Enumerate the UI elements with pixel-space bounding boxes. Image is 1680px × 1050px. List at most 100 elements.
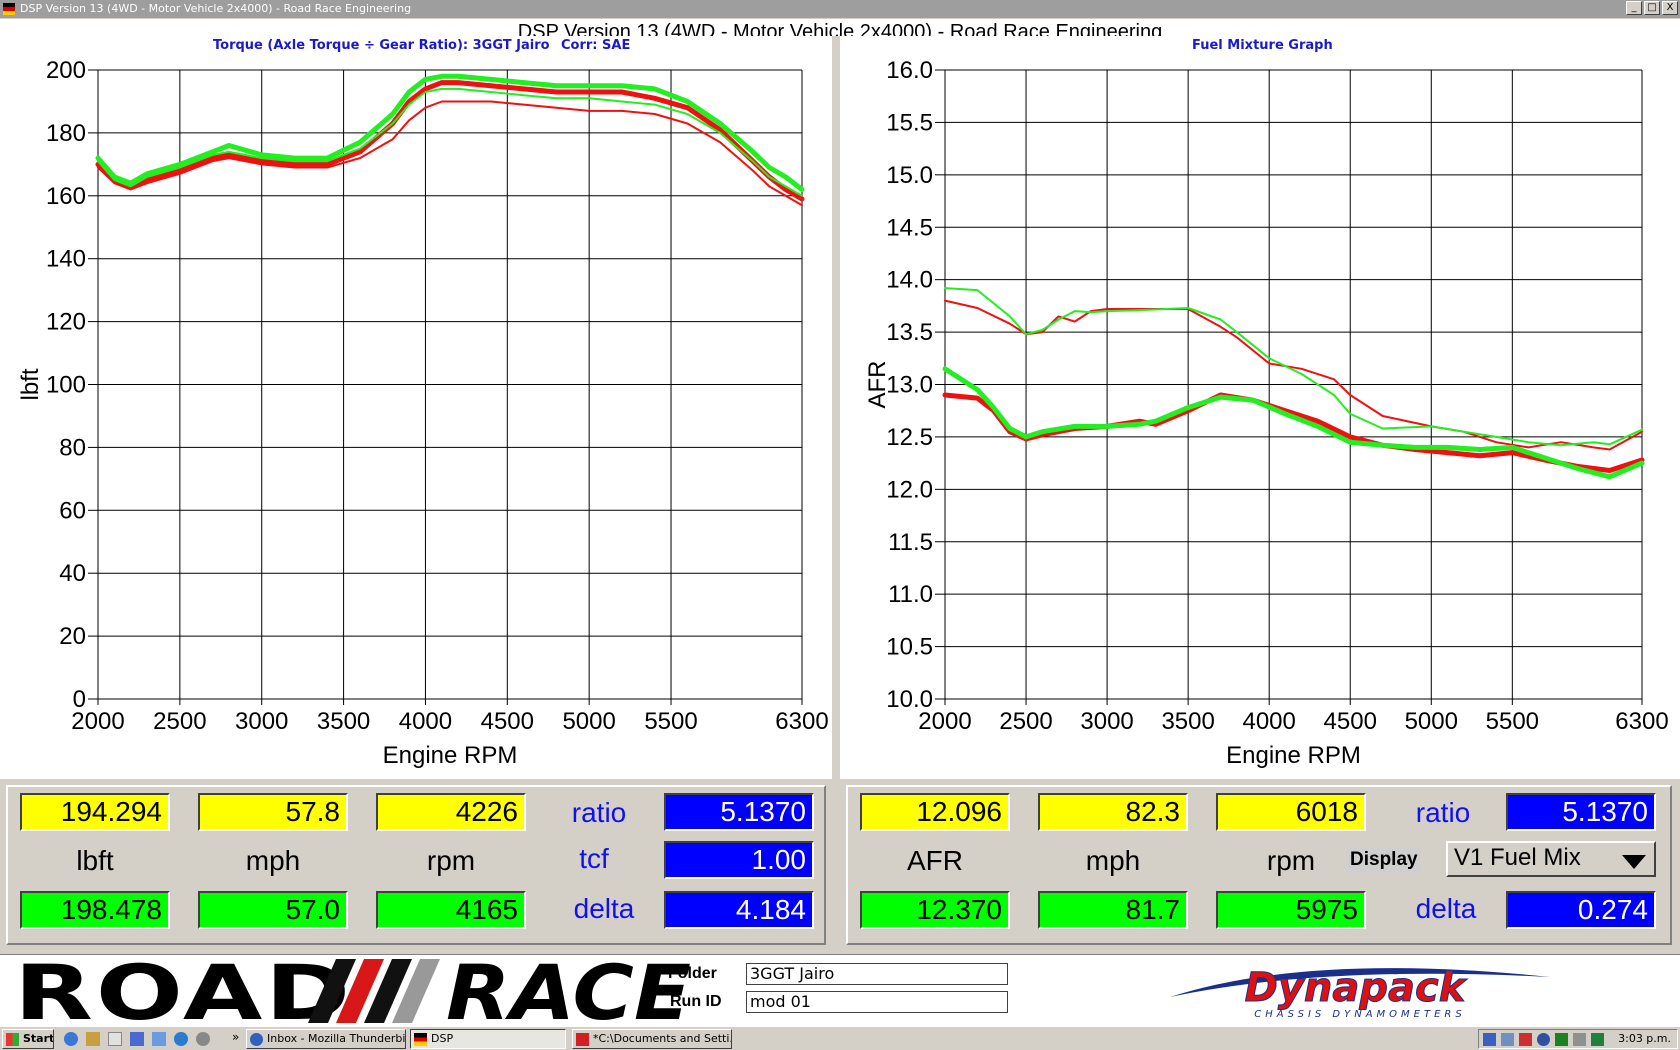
update-icon[interactable] bbox=[1591, 1033, 1604, 1046]
x-tick-label: 4500 bbox=[481, 708, 534, 735]
minimize-button[interactable]: _ bbox=[1626, 1, 1642, 15]
y-tick-label: 180 bbox=[46, 120, 86, 147]
browser-icon[interactable] bbox=[174, 1032, 188, 1046]
maximize-button[interactable]: □ bbox=[1644, 1, 1660, 15]
notepad-icon[interactable] bbox=[108, 1032, 122, 1046]
dynapack-subtitle: CHASSIS DYNAMOMETERS bbox=[1254, 1009, 1465, 1020]
x-tick-label: 4000 bbox=[1242, 708, 1295, 735]
desktop-icon[interactable] bbox=[152, 1032, 166, 1046]
y-tick-label: 12.0 bbox=[886, 476, 933, 503]
task-thunderbird-label: Inbox - Mozilla Thunderbird bbox=[267, 1032, 406, 1045]
y-tick-label: 100 bbox=[46, 372, 86, 399]
y-tick-label: 40 bbox=[59, 560, 86, 587]
readout-area: 194.294 57.8 4226 lbft mph rpm 198.478 5… bbox=[0, 779, 1680, 954]
title-bar[interactable]: DSP Version 13 (4WD - Motor Vehicle 2x40… bbox=[0, 0, 1680, 18]
dynapack-logo: Dynapack CHASSIS DYNAMOMETERS bbox=[1170, 965, 1550, 1020]
cursor-rpm-value: 4226 bbox=[376, 793, 526, 831]
task-thunderbird[interactable]: Inbox - Mozilla Thunderbird bbox=[246, 1029, 406, 1049]
y-tick-label: 20 bbox=[59, 623, 86, 650]
right-readout-group: 12.096 82.3 6018 AFR mph rpm 12.370 81.7… bbox=[846, 785, 1672, 945]
cursor-torque-value: 194.294 bbox=[20, 793, 170, 831]
peak-torque-value: 198.478 bbox=[20, 891, 170, 929]
ratio-label: ratio bbox=[571, 797, 627, 828]
thunderbird-icon bbox=[250, 1033, 263, 1046]
explorer-icon[interactable] bbox=[86, 1032, 100, 1046]
cursor-rpm-value-right: 6018 bbox=[1216, 793, 1366, 831]
y-tick-label: 13.5 bbox=[886, 319, 933, 346]
start-label: Start bbox=[23, 1032, 54, 1045]
y-tick-label: 14.0 bbox=[886, 267, 933, 294]
x-tick-label: 3500 bbox=[317, 708, 370, 735]
mph-unit-label: mph bbox=[245, 845, 301, 876]
y-tick-label: 12.5 bbox=[886, 424, 933, 451]
ratio-label-right: ratio bbox=[1415, 797, 1471, 828]
y-axis-label: AFR bbox=[864, 361, 891, 409]
network-icon[interactable] bbox=[1483, 1033, 1496, 1046]
roadrace-logo-race: RACE bbox=[446, 948, 691, 1037]
y-tick-label: 15.0 bbox=[886, 162, 933, 189]
folder-field[interactable]: 3GGT Jairo bbox=[746, 963, 1008, 985]
x-tick-label: 2000 bbox=[918, 708, 971, 735]
delta-value-right: 0.274 bbox=[1506, 891, 1656, 929]
series-line-1 bbox=[944, 287, 1643, 447]
windows-logo-icon bbox=[6, 1033, 19, 1046]
torque-chart-corr: Corr: SAE bbox=[561, 38, 631, 53]
y-tick-label: 16.0 bbox=[886, 57, 933, 84]
messenger-icon[interactable] bbox=[1537, 1033, 1550, 1046]
y-tick-label: 0 bbox=[73, 686, 86, 713]
runid-field[interactable]: mod 01 bbox=[746, 991, 1008, 1013]
start-button[interactable]: Start bbox=[2, 1029, 54, 1049]
quicklaunch-chevron[interactable]: » bbox=[232, 1030, 240, 1044]
ratio-value-right[interactable]: 5.1370 bbox=[1506, 793, 1656, 831]
ratio-value[interactable]: 5.1370 bbox=[664, 793, 814, 831]
y-tick-label: 13.0 bbox=[886, 372, 933, 399]
x-tick-label: 6300 bbox=[1615, 708, 1668, 735]
torque-chart-panel: Torque (Axle Torque ÷ Gear Ratio): 3GGT … bbox=[0, 36, 832, 779]
x-tick-label: 2500 bbox=[153, 708, 206, 735]
peak-rpm-value-right: 5975 bbox=[1216, 891, 1366, 929]
x-tick-label: 3000 bbox=[1080, 708, 1133, 735]
security-icon[interactable] bbox=[1519, 1033, 1532, 1046]
word-icon[interactable] bbox=[130, 1032, 144, 1046]
ie-icon[interactable] bbox=[64, 1032, 78, 1046]
close-button[interactable]: X bbox=[1662, 1, 1678, 15]
task-dsp[interactable]: DSP bbox=[410, 1029, 566, 1049]
y-tick-label: 10.5 bbox=[886, 634, 933, 661]
x-tick-label: 3000 bbox=[235, 708, 288, 735]
delta-label: delta bbox=[573, 893, 635, 924]
dsp-icon bbox=[414, 1033, 427, 1046]
cursor-mph-value-right: 82.3 bbox=[1038, 793, 1188, 831]
x-axis-label: Engine RPM bbox=[383, 742, 518, 769]
y-tick-label: 10.0 bbox=[886, 686, 933, 713]
tcf-value[interactable]: 1.00 bbox=[664, 841, 814, 879]
y-axis-label: lbft bbox=[17, 368, 44, 400]
y-tick-label: 160 bbox=[46, 183, 86, 210]
y-tick-label: 80 bbox=[59, 434, 86, 461]
y-tick-label: 15.5 bbox=[886, 109, 933, 136]
tcf-label: tcf bbox=[579, 843, 609, 874]
display-select[interactable]: V1 Fuel Mix bbox=[1446, 841, 1656, 877]
app-star-icon bbox=[576, 1033, 589, 1046]
delta-value: 4.184 bbox=[664, 891, 814, 929]
cursor-mph-value: 57.8 bbox=[198, 793, 348, 831]
task-documents[interactable]: *C:\Documents and Setti... bbox=[572, 1029, 732, 1049]
x-axis-label: Engine RPM bbox=[1226, 742, 1361, 769]
afr-unit-label: AFR bbox=[907, 845, 963, 876]
media-icon[interactable] bbox=[196, 1032, 210, 1046]
cursor-afr-value: 12.096 bbox=[860, 793, 1010, 831]
volume-icon[interactable] bbox=[1573, 1033, 1586, 1046]
left-readout-group: 194.294 57.8 4226 lbft mph rpm 198.478 5… bbox=[6, 785, 826, 945]
peak-rpm-value: 4165 bbox=[376, 891, 526, 929]
dropdown-arrow-icon[interactable] bbox=[1622, 855, 1646, 869]
afr-chart-panel: Fuel Mixture Graph 2000 2500 3000 3500 4000 4… bbox=[840, 36, 1680, 779]
x-tick-label: 5500 bbox=[644, 708, 697, 735]
display-label: Display bbox=[1346, 847, 1422, 873]
afr-chart-caption: Fuel Mixture Graph bbox=[1192, 38, 1333, 53]
y-tick-label: 140 bbox=[46, 246, 86, 273]
rpm-unit-label: rpm bbox=[426, 845, 476, 876]
series-line-3 bbox=[95, 73, 805, 192]
tray-app-icon[interactable] bbox=[1555, 1033, 1568, 1046]
y-tick-label: 14.5 bbox=[886, 214, 933, 241]
panel-divider[interactable] bbox=[832, 36, 840, 779]
monitor-icon[interactable] bbox=[1501, 1033, 1514, 1046]
